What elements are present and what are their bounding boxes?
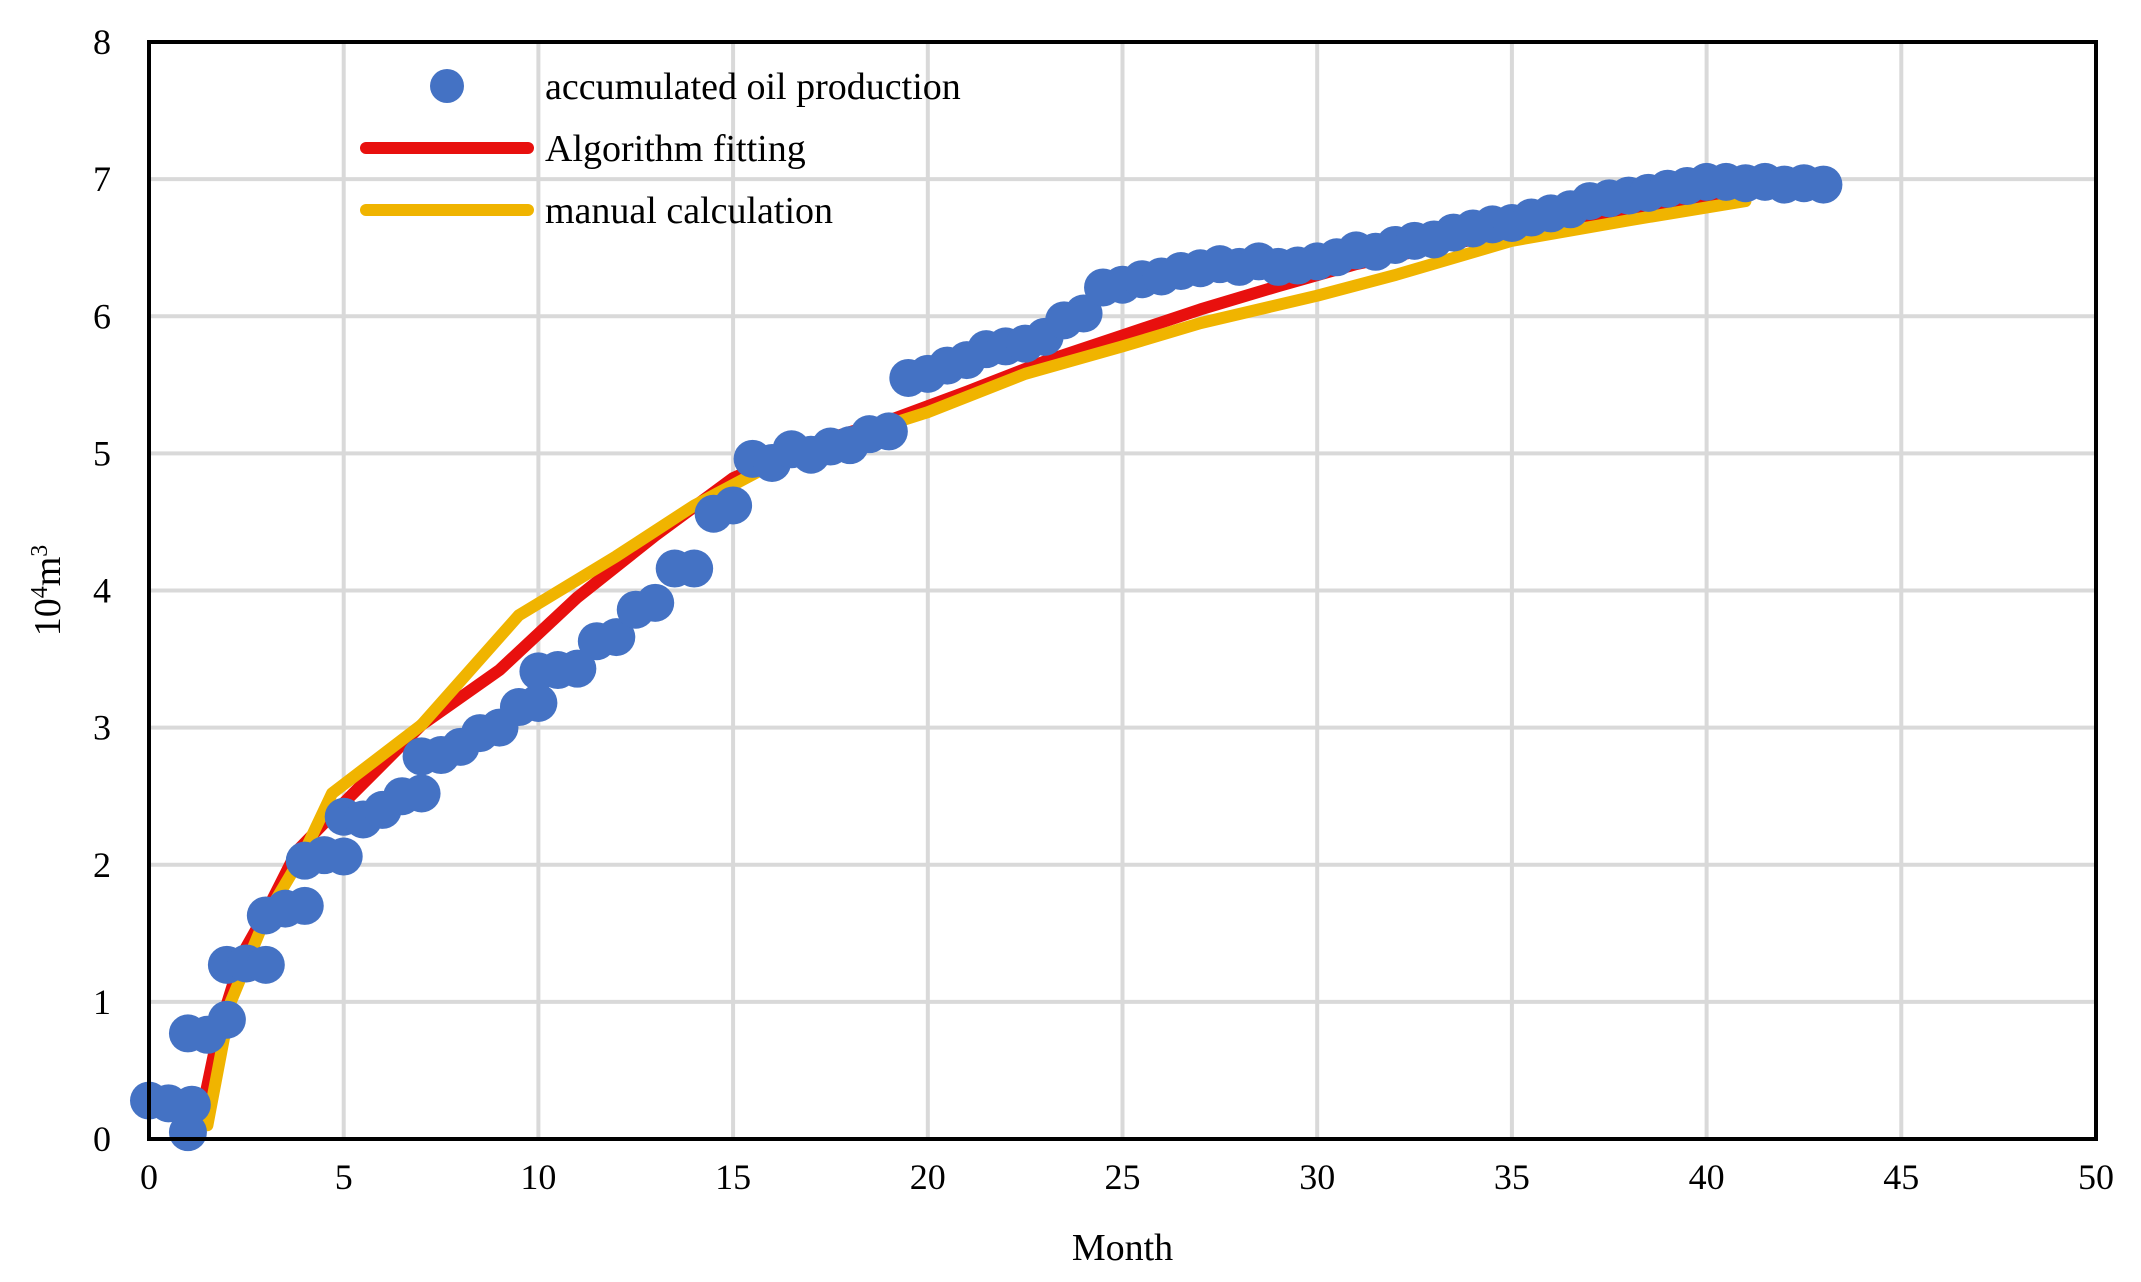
y-axis-title: 104m3 <box>27 545 69 637</box>
y-tick-label-2: 2 <box>93 845 111 885</box>
data-point <box>519 683 558 722</box>
data-point <box>869 412 908 451</box>
x-tick-label-40: 40 <box>1689 1157 1725 1197</box>
x-tick-label-5: 5 <box>335 1157 353 1197</box>
data-point <box>246 945 285 984</box>
y-tick-label-6: 6 <box>93 296 111 336</box>
y-axis-title-unit: m <box>27 557 69 587</box>
y-tick-label-0: 0 <box>93 1119 111 1159</box>
data-point <box>402 774 441 813</box>
legend-label-algorithm-fitting: Algorithm fitting <box>545 128 806 170</box>
y-tick-label-8: 8 <box>93 22 111 62</box>
x-tick-label-15: 15 <box>715 1157 751 1197</box>
series-layer <box>130 162 1843 1152</box>
y-axis-title-sup2: 3 <box>27 545 53 557</box>
data-point <box>207 1000 246 1039</box>
series-scatter-accumulated-oil-production <box>130 162 1843 1152</box>
plot-area-frame <box>147 40 2098 1141</box>
legend-marker-accumulated-oil-production <box>430 69 464 103</box>
legend: accumulated oil production Algorithm fit… <box>360 66 961 232</box>
x-tick-label-20: 20 <box>910 1157 946 1197</box>
y-tick-label-5: 5 <box>93 433 111 473</box>
y-tick-label-7: 7 <box>93 159 111 199</box>
x-tick-label-0: 0 <box>140 1157 158 1197</box>
data-point <box>324 837 363 876</box>
x-tick-label-35: 35 <box>1494 1157 1530 1197</box>
data-point <box>1064 294 1103 333</box>
y-axis-ticks: 0 1 2 3 4 5 6 7 8 <box>93 22 111 1159</box>
x-tick-label-10: 10 <box>520 1157 556 1197</box>
x-tick-label-50: 50 <box>2078 1157 2114 1197</box>
data-point <box>675 549 714 588</box>
x-tick-label-45: 45 <box>1883 1157 1919 1197</box>
data-point <box>558 649 597 688</box>
data-point <box>636 583 675 622</box>
y-axis-title-sup1: 4 <box>27 586 53 598</box>
series-line-algorithm-fitting <box>193 175 1830 1129</box>
x-tick-label-25: 25 <box>1105 1157 1141 1197</box>
x-tick-label-30: 30 <box>1299 1157 1335 1197</box>
x-axis-ticks: 0 5 10 15 20 25 30 35 40 45 50 <box>140 1157 2114 1197</box>
data-point <box>597 618 636 657</box>
y-tick-label-4: 4 <box>93 571 111 611</box>
y-axis-title-base: 10 <box>27 598 69 636</box>
data-point <box>285 886 324 925</box>
x-axis-title: Month <box>1072 1227 1173 1269</box>
y-tick-label-3: 3 <box>93 708 111 748</box>
y-tick-label-1: 1 <box>93 982 111 1022</box>
data-point <box>172 1085 211 1124</box>
legend-label-manual-calculation: manual calculation <box>545 190 833 232</box>
data-point <box>1804 165 1843 204</box>
data-point <box>714 486 753 525</box>
legend-label-accumulated-oil-production: accumulated oil production <box>545 66 961 108</box>
